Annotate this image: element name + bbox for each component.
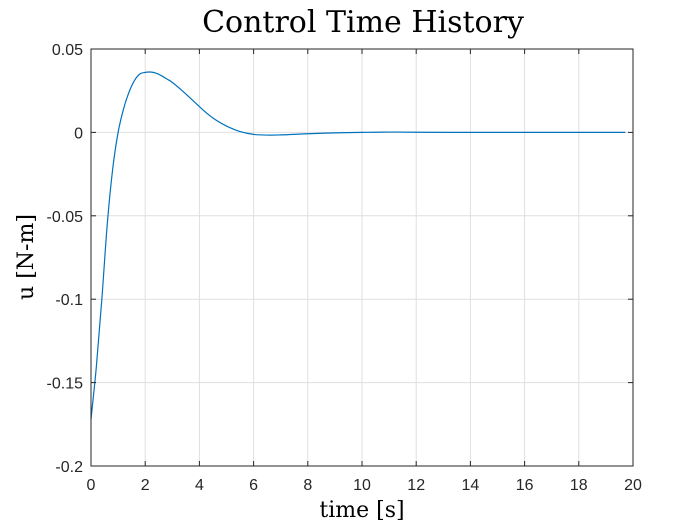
x-tick-label: 14: [462, 477, 480, 494]
x-tick-label: 2: [141, 477, 150, 494]
y-tick-labels: 0.05 0 -0.05 -0.1 -0.15 -0.2: [47, 42, 84, 476]
x-tick-label: 16: [516, 477, 534, 494]
x-tick-label: 18: [570, 477, 588, 494]
tick-marks: [90, 48, 634, 467]
y-tick-label: -0.05: [47, 209, 84, 226]
y-tick-label: -0.15: [47, 376, 84, 393]
x-tick-label: 0: [87, 477, 96, 494]
x-tick-label: 6: [249, 477, 258, 494]
chart-title: Control Time History: [202, 5, 524, 40]
x-tick-label: 20: [624, 477, 642, 494]
y-tick-label: -0.2: [55, 459, 83, 476]
x-tick-label: 8: [303, 477, 312, 494]
series-layer: [90, 71, 626, 420]
x-tick-label: 4: [195, 477, 204, 494]
y-tick-label: 0: [74, 125, 83, 142]
x-tick-label: 12: [407, 477, 425, 494]
y-tick-label: 0.05: [52, 42, 83, 59]
x-tick-label: 10: [353, 477, 371, 494]
series-line-u: [90, 71, 626, 420]
x-axis-label: time [s]: [319, 498, 404, 523]
y-tick-label: -0.1: [55, 292, 83, 309]
y-axis-label: u [N-m]: [14, 214, 39, 300]
x-tick-labels: 0 2 4 6 8 10 12 14 16 18 20: [87, 477, 642, 494]
